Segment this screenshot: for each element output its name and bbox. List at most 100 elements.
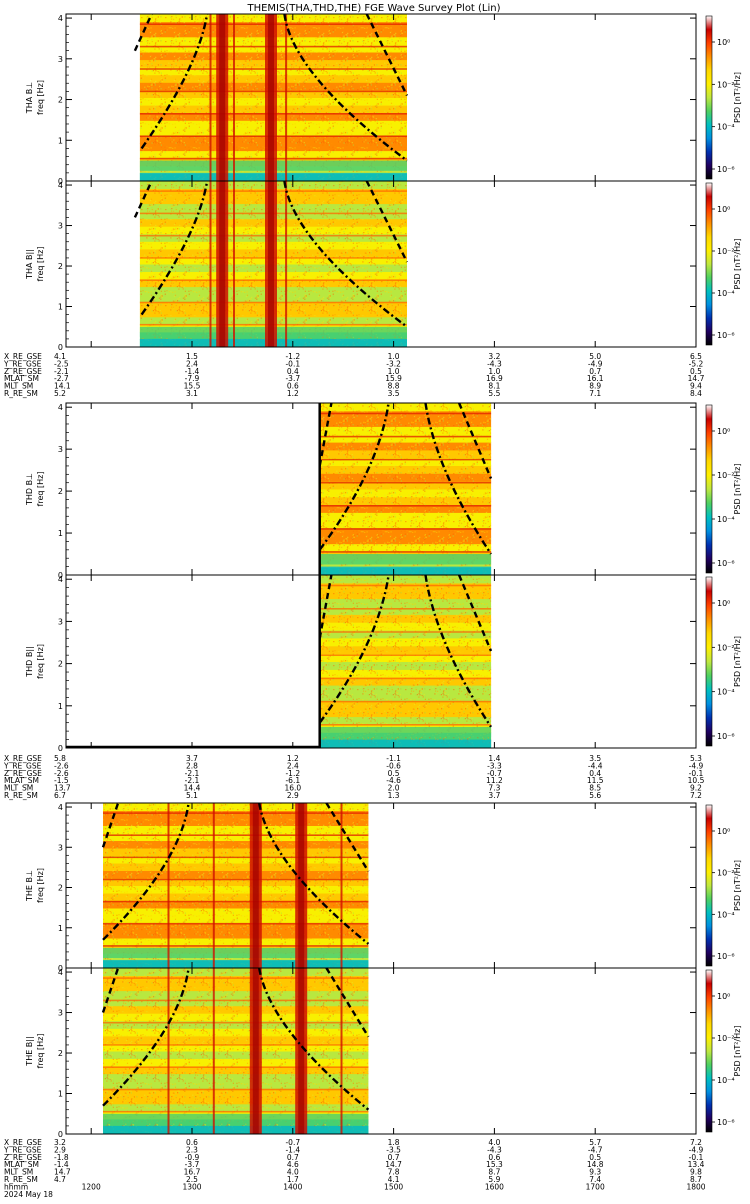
colorbar-tick-label: 10⁻²: [717, 869, 735, 878]
orbit-value: -3.7: [285, 374, 300, 383]
orbit-value: 7.2: [690, 1138, 702, 1147]
orbit-value: 4.0: [287, 1168, 299, 1177]
orbit-value: 1.0: [388, 367, 400, 376]
y-tick-label: 1: [58, 136, 63, 145]
orbit-value: 0.7: [287, 1153, 299, 1162]
colorbar-label: PSD [nT²/Hz]: [733, 860, 742, 911]
orbit-value: 3.5: [388, 389, 400, 398]
y-axis-label: THE B⊥: [25, 870, 34, 902]
orbit-value: 14.8: [587, 1160, 604, 1169]
orbit-value: -1.5: [54, 776, 69, 785]
orbit-value: 0.7: [388, 1153, 400, 1162]
y-axis-unit-label: freq [Hz]: [36, 80, 45, 115]
orbit-value: -1.1: [386, 754, 401, 763]
orbit-value: 1.8: [388, 1138, 400, 1147]
y-tick-label: 4: [58, 403, 63, 412]
cyclotron-curve-3: [457, 574, 493, 652]
y-tick-label: 3: [58, 617, 63, 626]
orbit-value: 5.6: [589, 791, 601, 800]
colorbar-tick-label: 10⁰: [717, 992, 730, 1001]
spectrogram-image: [319, 403, 492, 576]
orbit-value: -3.3: [487, 761, 502, 770]
colorbar-tick-label: 10⁻²: [717, 247, 735, 256]
orbit-value: -2.6: [54, 769, 69, 778]
panel-frame: [65, 180, 697, 348]
y-axis-label: THA B||: [25, 249, 34, 280]
colorbar-tick-label: 10⁰: [717, 38, 730, 47]
y-tick-label: 2: [58, 884, 63, 893]
orbit-table: X_RE_GSE 5.8 3.7 1.2 -1.1 1.4 3.5 5.3 Y_RE_GSE -2…: [3, 754, 705, 800]
colorbar-tick-label: 10⁻²: [717, 643, 735, 652]
orbit-value: 4.7: [54, 1175, 66, 1184]
orbit-value: 1.7: [287, 1175, 299, 1184]
orbit-value: 3.7: [488, 791, 500, 800]
orbit-value: 0.6: [488, 1153, 500, 1162]
orbit-row-label: MLT_SM: [4, 1168, 33, 1177]
orbit-row-label: MLT_SM: [4, 382, 33, 391]
y-tick-label: 4: [58, 968, 63, 977]
orbit-value: 14.7: [54, 1168, 71, 1177]
y-axis-label: THD B||: [25, 646, 34, 677]
orbit-value: 3.2: [488, 352, 500, 361]
orbit-value: 1.4: [488, 754, 500, 763]
orbit-value: 5.3: [690, 754, 702, 763]
y-tick-label: 3: [58, 55, 63, 64]
orbit-value: 1.5: [186, 352, 198, 361]
y-axis-label: THA B⊥: [25, 82, 34, 114]
colorbar-tick-label: 10⁻⁴: [717, 910, 735, 919]
orbit-value: 16.9: [486, 374, 503, 383]
orbit-value: -2.7: [54, 374, 69, 383]
cyclotron-curve-3: [365, 13, 409, 97]
spectrogram-panel-tha-par: 0 1 2 3 4 THA B|| freq [Hz] 10⁰ 10⁻² 10⁻⁴ 10⁻⁶ PSD …: [25, 180, 742, 352]
orbit-value: 7.8: [388, 1168, 400, 1177]
orbit-value: 16.7: [184, 1168, 201, 1177]
orbit-value: 1.0: [388, 352, 400, 361]
orbit-value: 0.6: [186, 1138, 198, 1147]
cyclotron-curve-3: [325, 967, 370, 1038]
y-axis-unit-label: freq [Hz]: [36, 644, 45, 679]
orbit-value: 8.7: [488, 1168, 500, 1177]
orbit-value: -1.8: [54, 1153, 69, 1162]
orbit-value: 5.9: [488, 1175, 500, 1184]
spectrogram-image: [319, 575, 492, 749]
orbit-value: -1.2: [285, 352, 300, 361]
cyclotron-curve-2: [424, 402, 493, 555]
colorbar-tick-label: 10⁻⁶: [717, 952, 735, 961]
colorbar-tick-label: 10⁻⁶: [717, 732, 735, 741]
colorbar-tick-label: 10⁻⁴: [717, 123, 735, 132]
orbit-table: X_RE_GSE 4.1 1.5 -1.2 1.0 3.2 5.0 6.5 Y_RE_GSE -2…: [3, 352, 705, 398]
orbit-value: 7.3: [488, 784, 500, 793]
orbit-value: -0.7: [285, 1138, 300, 1147]
y-tick-label: 3: [58, 445, 63, 454]
orbit-row-label: MLAT_SM: [4, 374, 39, 383]
colorbar-tick-label: 10⁻⁴: [717, 688, 735, 697]
orbit-value: 1.2: [287, 389, 299, 398]
orbit-value: -1.2: [285, 769, 300, 778]
colorbar-tick-label: 10⁻⁶: [717, 165, 735, 174]
cyclotron-curves: [133, 13, 409, 162]
orbit-value: 2.4: [186, 359, 198, 368]
orbit-value: 2.4: [287, 761, 299, 770]
y-tick-label: 1: [58, 1090, 63, 1099]
orbit-value: -0.9: [185, 1153, 200, 1162]
cyclotron-curve-3: [365, 180, 409, 263]
cyclotron-curves: [101, 802, 370, 945]
x-tick-label: 1300: [182, 1182, 201, 1191]
cyclotron-curves: [318, 574, 493, 728]
spectrogram-panel-the-par: 0 1 2 3 4 THE B|| freq [Hz] 10⁰ 10⁻² 10⁻⁴ 10⁻⁶ PSD …: [25, 967, 742, 1139]
orbit-value: -3.5: [386, 1145, 401, 1154]
time-axis-label: hhmm: [4, 1182, 28, 1191]
y-tick-label: 0: [58, 343, 63, 352]
x-tick-label: 1400: [283, 1182, 302, 1191]
orbit-value: -3.7: [185, 1160, 200, 1169]
cyclotron-curve-0: [318, 574, 333, 639]
cyclotron-curve-1: [102, 802, 190, 941]
colorbar-tick-label: 10⁻⁶: [717, 1118, 735, 1127]
orbit-value: 16.0: [284, 784, 301, 793]
colorbar: 10⁰ 10⁻² 10⁻⁴ 10⁻⁶ PSD [nT²/Hz]: [705, 404, 742, 574]
colorbar-label: PSD [nT²/Hz]: [733, 464, 742, 515]
colorbar-label: PSD [nT²/Hz]: [733, 72, 742, 123]
panel-frame: [65, 574, 697, 749]
cyclotron-curve-0: [101, 802, 120, 848]
orbit-value: 10.5: [688, 776, 705, 785]
